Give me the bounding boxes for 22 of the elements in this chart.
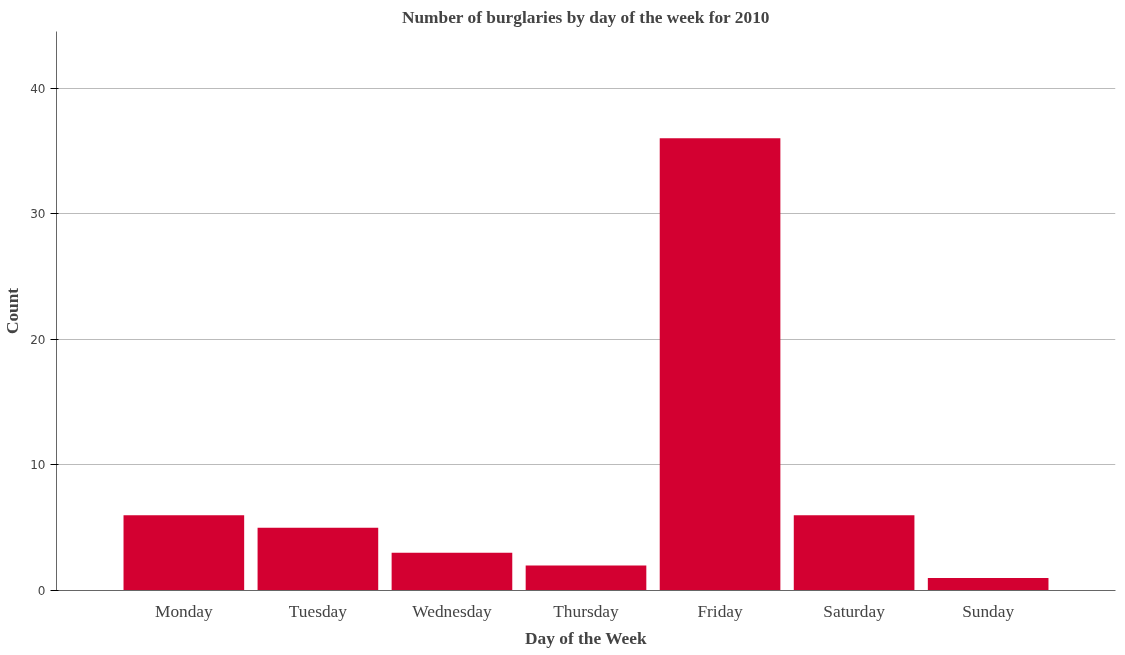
y-tick-label: 10 — [30, 458, 46, 473]
y-tick-label: 40 — [30, 81, 46, 96]
y-tick-label: 0 — [37, 584, 46, 598]
x-tick-label: Friday — [697, 601, 744, 621]
x-tick-label: Thursday — [553, 601, 620, 621]
bar — [391, 552, 513, 591]
chart-title: Number of burglaries by day of the week for 2010 — [401, 7, 770, 27]
x-tick-label: Saturday — [823, 601, 886, 621]
bar — [793, 515, 915, 591]
y-tick-label: 30 — [30, 207, 46, 222]
bar — [257, 527, 379, 591]
x-axis-title: Day of the Week — [525, 628, 647, 648]
bar — [123, 515, 245, 591]
bar — [927, 577, 1049, 591]
x-tick-label: Sunday — [962, 601, 1015, 621]
x-tick-label: Tuesday — [288, 601, 348, 621]
y-tick-label: 20 — [30, 332, 46, 347]
bar — [659, 138, 781, 591]
bar — [525, 565, 647, 591]
y-axis-title: Count — [3, 287, 23, 335]
x-tick-label: Monday — [154, 601, 214, 621]
x-tick-label: Wednesday — [412, 601, 493, 621]
